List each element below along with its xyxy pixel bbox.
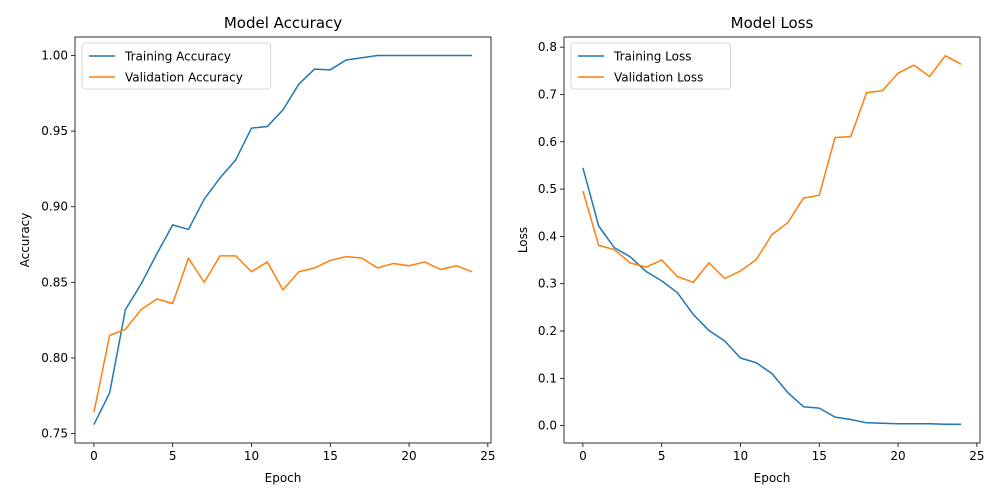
legend-label: Validation Accuracy — [125, 71, 243, 85]
x-tick-label: 25 — [480, 449, 495, 463]
chart-title: Model Accuracy — [224, 14, 342, 32]
y-axis-label: Loss — [516, 227, 530, 253]
y-tick-label: 0.3 — [538, 277, 557, 291]
x-axis-label: Epoch — [265, 471, 302, 485]
y-tick-label: 0.8 — [538, 40, 557, 54]
series-line-training — [93, 54, 473, 425]
chart-loss: Model Loss 0 5 10 15 20 25 0.0 0.1 0.2 0.3 0.4 0.5 0.… — [516, 14, 984, 485]
chart-accuracy: Model Accuracy 0 5 10 15 20 25 0.75 0.80 0.85 0.90… — [18, 14, 495, 485]
y-tick-label: 0.6 — [538, 135, 557, 149]
x-tick-label: 20 — [890, 449, 905, 463]
y-axis-label: Accuracy — [18, 213, 32, 268]
y-tick-label: 0.85 — [41, 275, 68, 289]
y-tick-label: 0.0 — [538, 419, 557, 433]
legend-box — [570, 42, 731, 90]
x-tick-label: 10 — [244, 449, 259, 463]
y-tick-label: 0.7 — [538, 87, 557, 101]
y-tick-label: 0.1 — [538, 371, 557, 385]
y-tick-label: 1.00 — [41, 48, 68, 62]
legend-label: Training Accuracy — [124, 50, 231, 64]
legend: Training Accuracy Validation Accuracy — [81, 42, 272, 90]
x-tick-label: 0 — [579, 449, 587, 463]
legend: Training Loss Validation Loss — [570, 42, 731, 90]
x-tick-label: 5 — [658, 449, 666, 463]
y-tick-label: 0.80 — [41, 351, 68, 365]
x-tick-label: 15 — [323, 449, 338, 463]
y-tick-label: 0.2 — [538, 324, 557, 338]
y-tick-label: 0.5 — [538, 182, 557, 196]
legend-label: Validation Loss — [614, 71, 703, 85]
series-line-validation — [582, 54, 962, 284]
y-tick-label: 0.75 — [41, 427, 68, 441]
y-tick-label: 0.4 — [538, 229, 557, 243]
x-tick-label: 10 — [733, 449, 748, 463]
x-axis-label: Epoch — [754, 471, 791, 485]
chart-title: Model Loss — [731, 14, 814, 32]
legend-label: Training Loss — [613, 50, 691, 64]
plot-frame — [74, 36, 492, 444]
x-tick-label: 5 — [169, 449, 177, 463]
x-tick-label: 25 — [969, 449, 984, 463]
plot-frame — [563, 36, 981, 444]
x-tick-label: 15 — [812, 449, 827, 463]
y-tick-label: 0.95 — [41, 124, 68, 138]
x-tick-label: 0 — [90, 449, 98, 463]
series-line-validation — [93, 255, 473, 413]
x-tick-label: 20 — [401, 449, 416, 463]
legend-box — [81, 42, 272, 90]
series-line-training — [582, 167, 962, 425]
y-tick-label: 0.90 — [41, 200, 68, 214]
